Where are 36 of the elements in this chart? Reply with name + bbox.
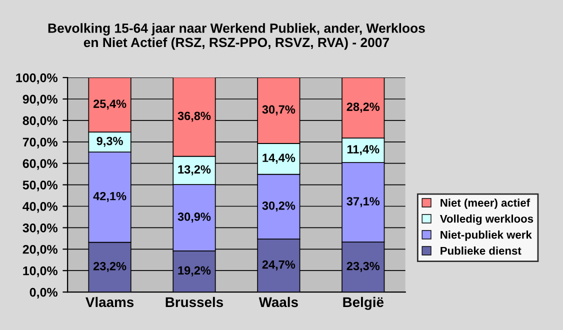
data-label: 30,9% [178, 212, 211, 223]
y-tick-label: 80,0% [22, 116, 58, 127]
x-tick-label: België [343, 296, 384, 310]
data-label: 30,7% [262, 105, 296, 116]
legend-label: Niet (meer) actief [440, 198, 530, 209]
data-label: 28,2% [346, 102, 380, 113]
data-label: 13,2% [178, 165, 211, 176]
chart-title: Bevolking 15-64 jaar naar Werkend Publiek, ander, Werkloos en Niet Actief (RSZ, RSZ-PPO, RSVZ, RVA) - 2007 [48, 23, 425, 50]
y-tick-label: 10,0% [23, 266, 58, 278]
data-label: 25,4% [93, 100, 126, 110]
y-tick-label: 40,0% [22, 202, 58, 213]
data-label: 36,8% [178, 112, 211, 122]
y-tick-label: 20,0% [22, 244, 58, 256]
y-tick-label: 30,0% [22, 224, 58, 234]
data-label: 24,7% [262, 260, 296, 270]
data-label: 9,3% [96, 136, 123, 147]
data-label: 30,2% [262, 201, 296, 212]
data-label: 19,2% [178, 266, 211, 276]
data-label: 37,1% [346, 197, 380, 208]
y-tick-label: 100,0% [16, 73, 58, 84]
data-label: 23,3% [346, 262, 380, 272]
data-label: 14,4% [262, 154, 296, 164]
legend-label: Volledig werkloos [440, 214, 534, 225]
data-label: 11,4% [347, 145, 380, 156]
y-tick-label: 50,0% [22, 180, 58, 192]
y-tick-label: 60,0% [22, 159, 58, 170]
data-label: 42,1% [93, 192, 126, 202]
y-tick-label: 0,0% [30, 288, 58, 299]
data-label: 23,2% [93, 262, 126, 272]
y-tick-label: 70,0% [22, 138, 58, 148]
legend-label: Publieke dienst [440, 246, 522, 255]
x-tick-label: Brussels [166, 296, 224, 308]
y-tick-label: 90,0% [22, 94, 58, 106]
x-tick-label: Waals [258, 296, 298, 308]
x-tick-label: Vlaams [86, 296, 134, 308]
legend-label: Niet-publiek werk [440, 230, 532, 241]
